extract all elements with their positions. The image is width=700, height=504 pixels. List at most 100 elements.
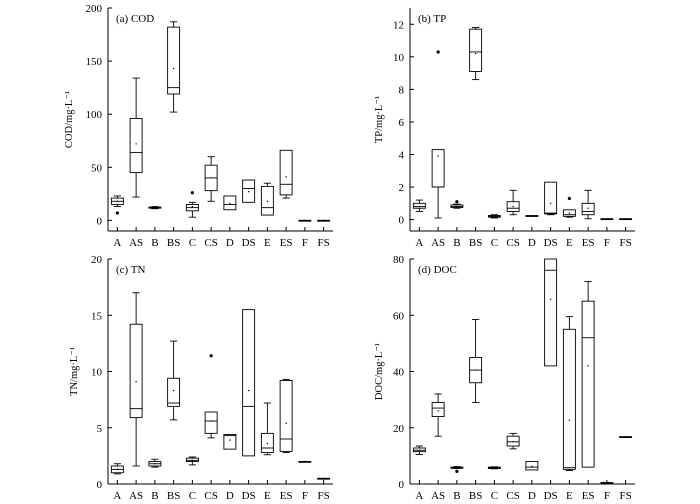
box-C — [185, 191, 199, 218]
box-iqr — [581, 300, 595, 468]
box-DS — [242, 179, 256, 203]
box-ES — [581, 281, 595, 468]
y-tick-label: 0 — [97, 479, 103, 491]
x-tick-label: A — [415, 237, 423, 249]
box-B — [148, 206, 162, 210]
mean-marker — [191, 205, 194, 208]
box-DS — [544, 258, 558, 367]
box-iqr — [204, 411, 218, 434]
y-tick-label: 10 — [393, 52, 405, 64]
y-axis-label: TP/mg·L⁻¹ — [374, 96, 385, 143]
mean-marker — [304, 460, 306, 463]
box-C — [487, 466, 501, 470]
mean-marker — [154, 206, 156, 209]
x-tick-label: FS — [318, 490, 330, 502]
box-iqr — [544, 181, 558, 215]
mean-marker — [606, 218, 608, 220]
box-iqr — [242, 309, 256, 457]
box-A — [110, 195, 124, 215]
box-AS — [129, 77, 143, 198]
mean-marker — [229, 439, 231, 441]
box-iqr — [260, 185, 274, 216]
mean-marker — [191, 459, 194, 462]
mean-marker — [266, 442, 269, 445]
box-CS — [204, 156, 218, 202]
box-BS — [469, 27, 483, 81]
box-iqr — [544, 258, 558, 367]
outlier-point — [455, 200, 459, 204]
x-tick-label: E — [264, 237, 271, 249]
box-iqr — [279, 149, 293, 196]
box-E — [562, 316, 576, 471]
x-tick-label: E — [566, 237, 573, 249]
x-tick-label: CS — [506, 490, 519, 502]
mean-marker — [624, 436, 627, 438]
mean-marker — [172, 389, 175, 392]
panel-4: 0 20 40 60 80 (d) DOC DOC/mg·L⁻¹ A AS B BS C CS D DS E E… — [374, 254, 635, 502]
mean-marker — [322, 219, 325, 222]
y-tick-label: 0 — [399, 479, 405, 491]
mean-marker — [135, 143, 137, 145]
y-tick-label: 80 — [393, 254, 405, 266]
y-axis-label: TN/mg·L⁻¹ — [69, 347, 80, 396]
box-iqr — [129, 323, 143, 419]
x-tick-label: D — [226, 237, 234, 249]
panel-2: 0 2 4 6 8 10 12 (b) TP TP/mg·L⁻¹ A AS B BS C CS D DS E ES F… — [374, 8, 635, 249]
x-tick-label: F — [302, 237, 308, 249]
box-B — [450, 200, 464, 209]
y-tick-label: 4 — [399, 149, 405, 161]
x-tick-label: D — [528, 490, 536, 502]
x-tick-label: E — [566, 490, 573, 502]
panel-3: 0 5 10 15 20 (c) TN TN/mg·L⁻¹ A AS B BS C CS D DS E ES F F… — [69, 254, 333, 502]
mean-marker — [210, 177, 212, 179]
box-iqr — [506, 201, 520, 212]
box-FS — [317, 219, 331, 222]
box-BS — [167, 340, 181, 421]
mean-marker — [437, 410, 439, 412]
mean-marker — [531, 465, 533, 467]
x-tick-label: C — [189, 237, 196, 249]
y-tick-label: 100 — [86, 109, 103, 121]
panel-title: (c) TN — [116, 264, 145, 276]
y-tick-label: 6 — [399, 117, 405, 129]
x-tick-label: E — [264, 490, 271, 502]
x-tick-label: D — [226, 490, 234, 502]
box-A — [110, 463, 124, 475]
y-axis-label: DOC/mg·L⁻¹ — [374, 343, 385, 400]
box-D — [223, 434, 237, 450]
box-iqr — [581, 202, 595, 216]
box-BS — [469, 319, 483, 403]
box-iqr — [185, 457, 199, 462]
x-tick-label: FS — [620, 237, 632, 249]
y-tick-label: 5 — [97, 423, 103, 435]
outlier-point — [115, 211, 119, 215]
x-tick-label: A — [113, 237, 121, 249]
box-iqr — [223, 195, 237, 211]
x-tick-label: CS — [506, 237, 519, 249]
box-DS — [242, 309, 256, 457]
box-iqr — [242, 179, 256, 203]
mean-marker — [512, 441, 514, 443]
y-tick-label: 150 — [86, 56, 103, 68]
mean-marker — [624, 218, 627, 220]
mean-marker — [568, 212, 571, 214]
mean-marker — [285, 422, 287, 424]
outlier-point — [209, 354, 213, 358]
x-tick-label: DS — [544, 490, 558, 502]
box-iqr — [506, 435, 520, 447]
x-tick-label: F — [302, 490, 308, 502]
x-tick-label: B — [151, 490, 158, 502]
mean-marker — [229, 202, 231, 205]
mean-marker — [247, 389, 250, 392]
y-tick-label: 15 — [91, 310, 103, 322]
box-C — [487, 214, 501, 219]
box-E — [562, 196, 576, 218]
y-tick-label: 2 — [399, 182, 405, 194]
x-tick-label: BS — [469, 490, 482, 502]
mean-marker — [304, 219, 306, 222]
mean-marker — [210, 420, 212, 422]
mean-marker — [247, 191, 250, 193]
x-tick-label: B — [151, 237, 158, 249]
outlier-point — [567, 196, 571, 201]
box-iqr — [412, 202, 426, 209]
